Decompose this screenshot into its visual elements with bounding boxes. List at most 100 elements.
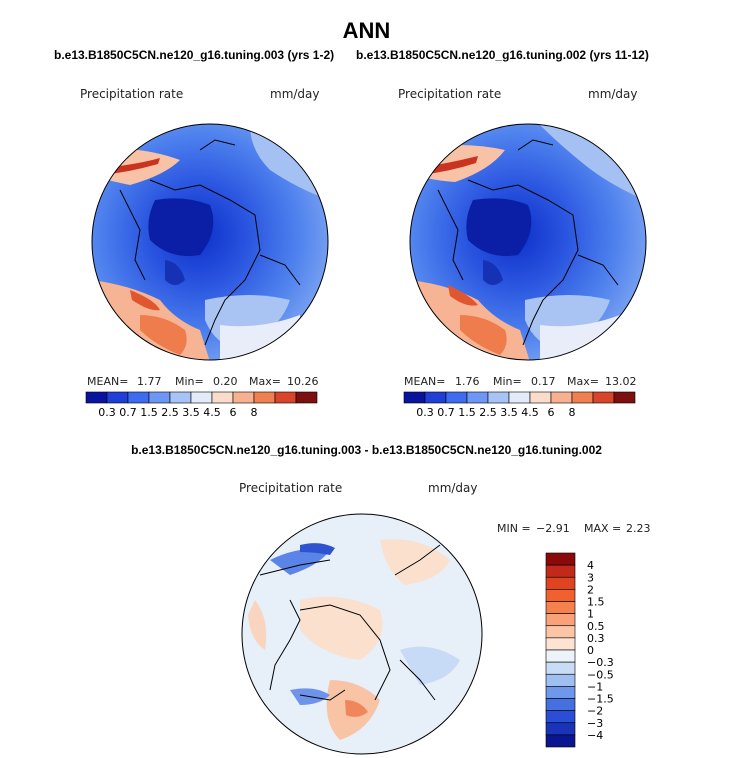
colorbar-swatch <box>545 601 576 614</box>
colorbar-swatch <box>190 391 213 404</box>
colorbar-tick-label: 2.5 <box>479 406 497 419</box>
panel3-min-value: −2.91 <box>536 522 570 535</box>
colorbar-swatch <box>545 576 576 590</box>
colorbar-tick-label: 0.7 <box>119 406 137 419</box>
panel3-units-label: mm/day <box>428 481 478 495</box>
diff-title: b.e13.B1850C5CN.ne120_g16.tuning.003 - b… <box>131 443 602 457</box>
colorbar-swatch <box>545 589 576 602</box>
colorbar-swatch <box>487 391 510 404</box>
colorbar-swatch <box>545 698 576 711</box>
panel3-map-border <box>241 513 483 755</box>
colorbar-tick-label: 8 <box>569 406 576 419</box>
colorbar-swatch <box>295 391 318 404</box>
colorbar-tick-label: 1.5 <box>140 406 158 419</box>
colorbar-tick-label: 8 <box>251 406 258 419</box>
panel1-max-label: Max= <box>249 375 281 388</box>
panel1-min-value: 0.20 <box>213 375 238 388</box>
colorbar-swatch <box>545 564 576 578</box>
colorbar-tick-label: −0.5 <box>587 668 614 681</box>
panel2-map-border <box>409 123 647 361</box>
colorbar-swatch <box>545 710 576 724</box>
colorbar-tick-label: 2 <box>587 583 594 596</box>
colorbar-swatch <box>545 661 576 675</box>
colorbar-tick-label: 4.5 <box>203 406 221 419</box>
colorbar-tick-label: −0.3 <box>587 656 614 669</box>
colorbar-swatch <box>545 722 576 736</box>
panel3-min-label: MIN = <box>497 522 531 535</box>
panel2-min-value: 0.17 <box>531 375 556 388</box>
panel2-units-label: mm/day <box>588 87 638 101</box>
colorbar-tick-label: 1 <box>587 608 594 621</box>
case-a-title: b.e13.B1850C5CN.ne120_g16.tuning.003 (yr… <box>54 48 335 62</box>
colorbar-swatch <box>106 391 129 404</box>
panel1-variable-label: Precipitation rate <box>80 87 184 101</box>
panel2-mean-value: 1.76 <box>455 375 480 388</box>
panel2-colorbar: 0.3 0.7 1.5 2.5 3.5 4.5 6 8 <box>403 391 636 419</box>
colorbar-swatch <box>466 391 489 404</box>
colorbar-tick-label: 0.3 <box>416 406 434 419</box>
colorbar-tick-label: 0.5 <box>587 620 605 633</box>
colorbar-swatch <box>545 552 576 566</box>
panel3-max-label: MAX = <box>584 522 622 535</box>
panel1-map <box>92 124 328 360</box>
colorbar-swatch <box>253 391 276 404</box>
colorbar-swatch <box>545 637 576 651</box>
page-title: ANN <box>342 18 391 43</box>
panel1-mean-value: 1.77 <box>137 375 162 388</box>
colorbar-swatch <box>403 391 426 404</box>
colorbar-swatch <box>613 391 636 404</box>
colorbar-swatch <box>592 391 615 404</box>
colorbar-swatch <box>169 391 192 404</box>
colorbar-swatch <box>445 391 468 404</box>
colorbar-swatch <box>545 673 576 687</box>
colorbar-swatch <box>424 391 447 404</box>
colorbar-tick-label: 0 <box>587 644 594 657</box>
colorbar-swatch <box>545 649 576 663</box>
panel2-mean-label: MEAN= <box>404 375 446 388</box>
colorbar-tick-label: 2.5 <box>161 406 179 419</box>
colorbar-swatch <box>529 391 552 404</box>
panel2-map <box>410 124 646 360</box>
panel3-max-value: 2.23 <box>626 522 651 535</box>
colorbar-swatch <box>211 391 234 404</box>
colorbar-swatch <box>232 391 255 404</box>
colorbar-tick-label: 6 <box>548 406 555 419</box>
colorbar-tick-label: 4 <box>587 559 594 572</box>
colorbar-tick-label: −3 <box>587 717 603 730</box>
colorbar-tick-label: 3 <box>587 571 594 584</box>
colorbar-tick-label: 0.3 <box>98 406 116 419</box>
colorbar-swatch <box>571 391 594 404</box>
colorbar-tick-label: 1.5 <box>458 406 476 419</box>
colorbar-tick-label: 1.5 <box>587 596 605 609</box>
panel2-variable-label: Precipitation rate <box>398 87 502 101</box>
panel2-min-label: Min= <box>493 375 522 388</box>
colorbar-tick-label: 0.7 <box>437 406 455 419</box>
panel3-map <box>242 514 482 754</box>
colorbar-tick-label: −1.5 <box>587 693 614 706</box>
panel1-max-value: 10.26 <box>287 375 319 388</box>
colorbar-swatch <box>127 391 150 404</box>
colorbar-tick-label: 4.5 <box>521 406 539 419</box>
panel2-max-value: 13.02 <box>605 375 637 388</box>
colorbar-swatch <box>274 391 297 404</box>
colorbar-swatch <box>85 391 108 404</box>
panel1-min-label: Min= <box>175 375 204 388</box>
colorbar-tick-label: 3.5 <box>182 406 200 419</box>
colorbar-swatch <box>545 625 576 639</box>
panel1-map-border <box>91 123 329 361</box>
colorbar-swatch <box>550 391 573 404</box>
colorbar-tick-label: 0.3 <box>587 632 605 645</box>
panel1-units-label: mm/day <box>270 87 320 101</box>
colorbar-swatch <box>545 734 576 748</box>
colorbar-swatch <box>148 391 171 404</box>
colorbar-tick-label: −2 <box>587 705 603 718</box>
panel1-mean-label: MEAN= <box>87 375 129 388</box>
panel1-colorbar: 0.3 0.7 1.5 2.5 3.5 4.5 6 8 <box>85 391 318 419</box>
colorbar-swatch <box>545 613 576 627</box>
colorbar-swatch <box>545 686 576 699</box>
colorbar-tick-label: −1 <box>587 680 603 693</box>
colorbar-tick-label: 6 <box>230 406 237 419</box>
colorbar-swatch <box>508 391 531 404</box>
